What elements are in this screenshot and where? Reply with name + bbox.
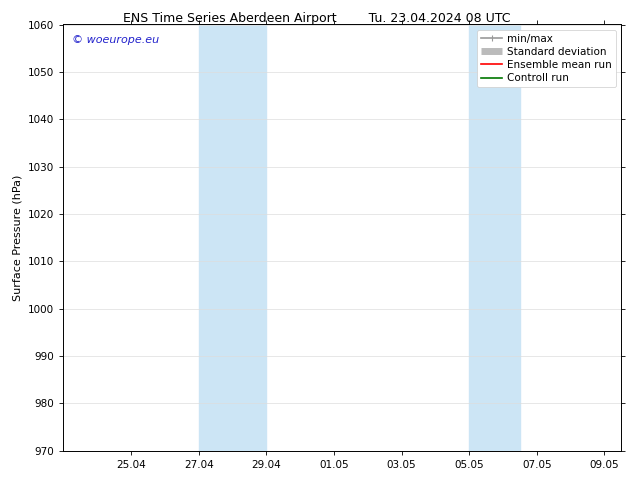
Legend: min/max, Standard deviation, Ensemble mean run, Controll run: min/max, Standard deviation, Ensemble me… [477, 30, 616, 87]
Bar [198, 24, 266, 451]
Text: ENS Time Series Aberdeen Airport        Tu. 23.04.2024 08 UTC: ENS Time Series Aberdeen Airport Tu. 23.… [123, 12, 511, 25]
Bar [469, 24, 520, 451]
Y-axis label: Surface Pressure (hPa): Surface Pressure (hPa) [13, 174, 23, 301]
Text: © woeurope.eu: © woeurope.eu [72, 35, 159, 45]
